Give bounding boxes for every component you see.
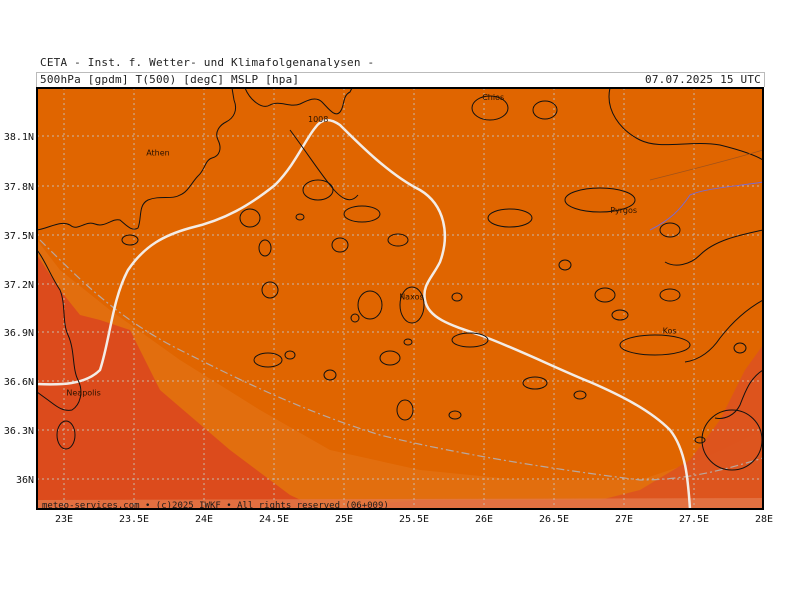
lon-label: 25.5E: [399, 514, 429, 525]
warm-area-east: [320, 345, 763, 509]
lon-label: 24.5E: [259, 514, 289, 525]
latitude-labels: 38.1N 37.8N 37.5N 37.2N 36.9N 36.6N 36.3N 36N: [4, 132, 34, 486]
title-box: [36, 72, 765, 87]
isobar-1008: [37, 118, 692, 509]
warm-area-west: [37, 255, 320, 509]
longitude-labels: 23E 23.5E 24E 24.5E 25E 25.5E 26E 26.5E 27E 27.5E…: [55, 514, 773, 525]
map-field: 1008 Athen Chios Pyrgos Naxos Kos Neapolis me…: [37, 88, 763, 511]
lon-label: 24E: [195, 514, 213, 525]
lat-label: 37.8N: [4, 182, 34, 193]
grid: [37, 88, 763, 509]
lat-label: 37.2N: [4, 280, 34, 291]
place-label: Athen: [146, 149, 170, 158]
isobar-label: 1008: [308, 115, 328, 124]
footer-credit: meteo-services.com • (c)2025 IWKF • All …: [42, 501, 389, 511]
lon-label: 26E: [475, 514, 493, 525]
lat-label: 36.3N: [4, 426, 34, 437]
lon-label: 23E: [55, 514, 73, 525]
lon-label: 26.5E: [539, 514, 569, 525]
lat-label: 37.5N: [4, 231, 34, 242]
header-line1: CETA - Inst. f. Wetter- und Klimafolgena…: [40, 56, 375, 69]
lon-label: 28E: [755, 514, 773, 525]
coastlines: [37, 88, 763, 419]
map-frame: [36, 87, 764, 510]
place-label: Pyrgos: [610, 206, 637, 215]
place-labels: Athen Chios Pyrgos Naxos Kos Neapolis: [66, 93, 676, 398]
region-border: [649, 149, 763, 181]
country-border: [649, 181, 763, 231]
bottom-strip: [37, 498, 763, 509]
lat-label: 36.6N: [4, 377, 34, 388]
lon-label: 27.5E: [679, 514, 709, 525]
temperature-contour: [39, 239, 763, 481]
header-parameters: 500hPa [gpdm] T(500) [degC] MSLP [hpa]: [40, 73, 300, 86]
header-datetime: 07.07.2025 15 UTC: [645, 73, 761, 86]
lon-label: 27E: [615, 514, 633, 525]
place-label: Naxos: [399, 292, 423, 301]
lat-label: 38.1N: [4, 132, 34, 143]
lon-label: 23.5E: [119, 514, 149, 525]
lon-label: 25E: [335, 514, 353, 525]
lat-label: 36N: [16, 475, 34, 486]
place-label: Chios: [482, 93, 504, 102]
lat-label: 36.9N: [4, 328, 34, 339]
place-label: Kos: [663, 327, 677, 336]
place-label: Neapolis: [66, 389, 100, 398]
